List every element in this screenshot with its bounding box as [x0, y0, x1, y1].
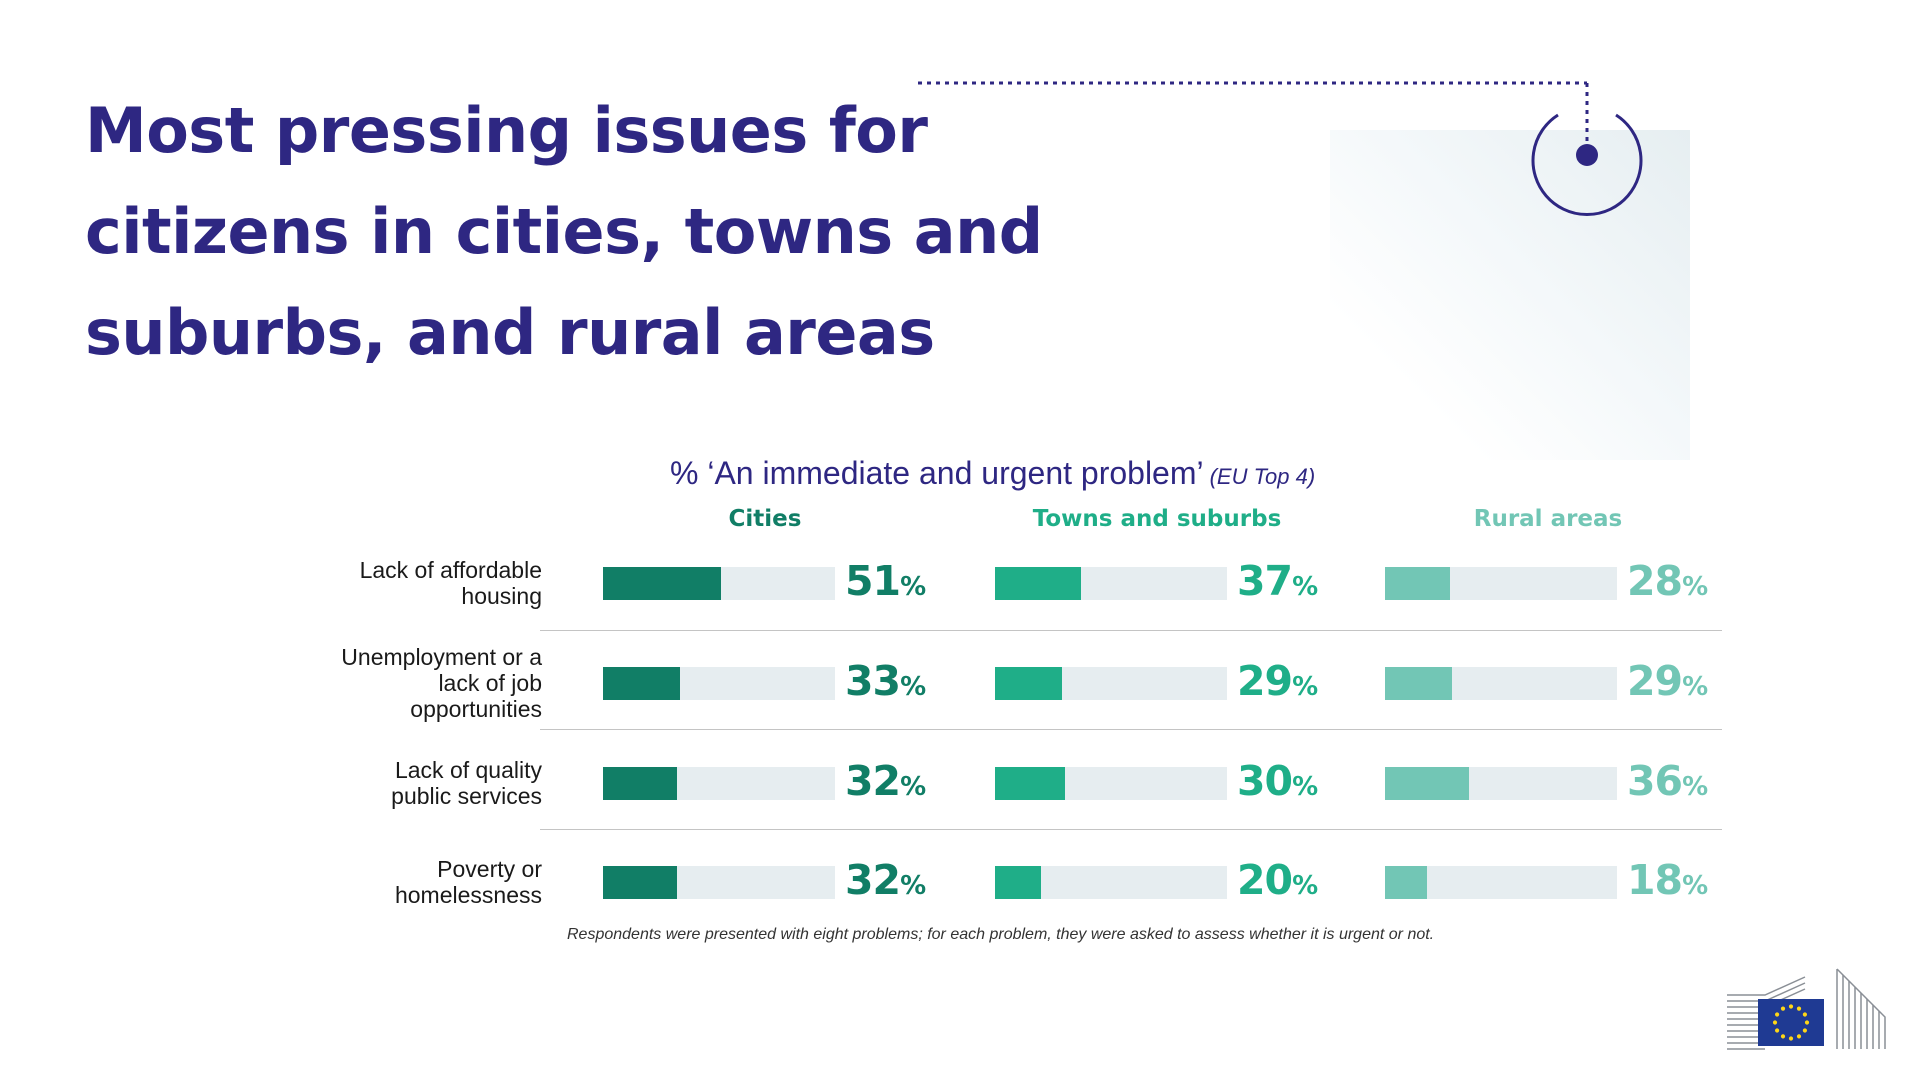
- target-decoration-icon: [918, 81, 1643, 217]
- data-label: 29%: [1237, 657, 1319, 705]
- row-divider: [540, 829, 1722, 830]
- category-label: Lack of quality public services: [391, 757, 542, 809]
- bar-track: [995, 667, 1227, 700]
- bar-towns-and-suburbs: [995, 866, 1042, 899]
- bar-track: [603, 667, 835, 700]
- page-title: Most pressing issues for citizens in cit…: [85, 80, 1043, 383]
- category-label: Lack of affordable housing: [359, 557, 542, 609]
- data-label: 37%: [1237, 557, 1319, 605]
- bar-track: [1385, 767, 1617, 800]
- bar-cities: [603, 866, 678, 899]
- bar-rural-areas: [1385, 767, 1469, 800]
- category-label: Unemployment or a lack of job opportunitie…: [341, 644, 542, 722]
- chart-title-note: (EU Top 4): [1209, 464, 1316, 489]
- bar-rural-areas: [1385, 567, 1450, 600]
- chart-title-text: % ‘An immediate and urgent problem’: [670, 455, 1204, 491]
- bar-track: [995, 767, 1227, 800]
- bar-rural-areas: [1385, 866, 1427, 899]
- data-label: 20%: [1237, 856, 1319, 904]
- bar-towns-and-suburbs: [995, 667, 1063, 700]
- european-commission-logo-icon: [1727, 968, 1886, 1050]
- data-label: 32%: [845, 856, 927, 904]
- bar-track: [995, 567, 1227, 600]
- data-label: 33%: [845, 657, 927, 705]
- bar-rural-areas: [1385, 667, 1453, 700]
- bar-towns-and-suburbs: [995, 767, 1065, 800]
- data-label: 28%: [1627, 557, 1709, 605]
- legend-cities: Cities: [728, 506, 802, 532]
- data-label: 30%: [1237, 757, 1319, 805]
- bar-track: [603, 567, 835, 600]
- bar-cities: [603, 667, 680, 700]
- bar-towns-and-suburbs: [995, 567, 1081, 600]
- data-label: 18%: [1627, 856, 1709, 904]
- bar-track: [603, 767, 835, 800]
- bar-track: [995, 866, 1227, 899]
- legend-rural-areas: Rural areas: [1473, 506, 1623, 532]
- data-label: 36%: [1627, 757, 1709, 805]
- title-line: Most pressing issues for: [85, 94, 928, 167]
- title-line: suburbs, and rural areas: [85, 296, 935, 369]
- data-label: 51%: [845, 557, 927, 605]
- bar-track: [603, 866, 835, 899]
- bar-cities: [603, 567, 722, 600]
- title-line: citizens in cities, towns and: [85, 195, 1043, 268]
- bar-track: [1385, 567, 1617, 600]
- footnote: Respondents were presented with eight pr…: [567, 926, 1435, 943]
- bar-track: [1385, 667, 1617, 700]
- decorative-gradient-panel: [1330, 130, 1690, 460]
- chart-title: % ‘An immediate and urgent problem’ (EU T…: [670, 455, 1315, 492]
- category-label: Poverty or homelessness: [394, 856, 542, 908]
- legend-towns-and-suburbs: Towns and suburbs: [1032, 506, 1282, 532]
- bar-cities: [603, 767, 678, 800]
- row-divider: [540, 729, 1722, 730]
- bar-track: [1385, 866, 1617, 899]
- data-label: 29%: [1627, 657, 1709, 705]
- row-divider: [540, 630, 1722, 631]
- data-label: 32%: [845, 757, 927, 805]
